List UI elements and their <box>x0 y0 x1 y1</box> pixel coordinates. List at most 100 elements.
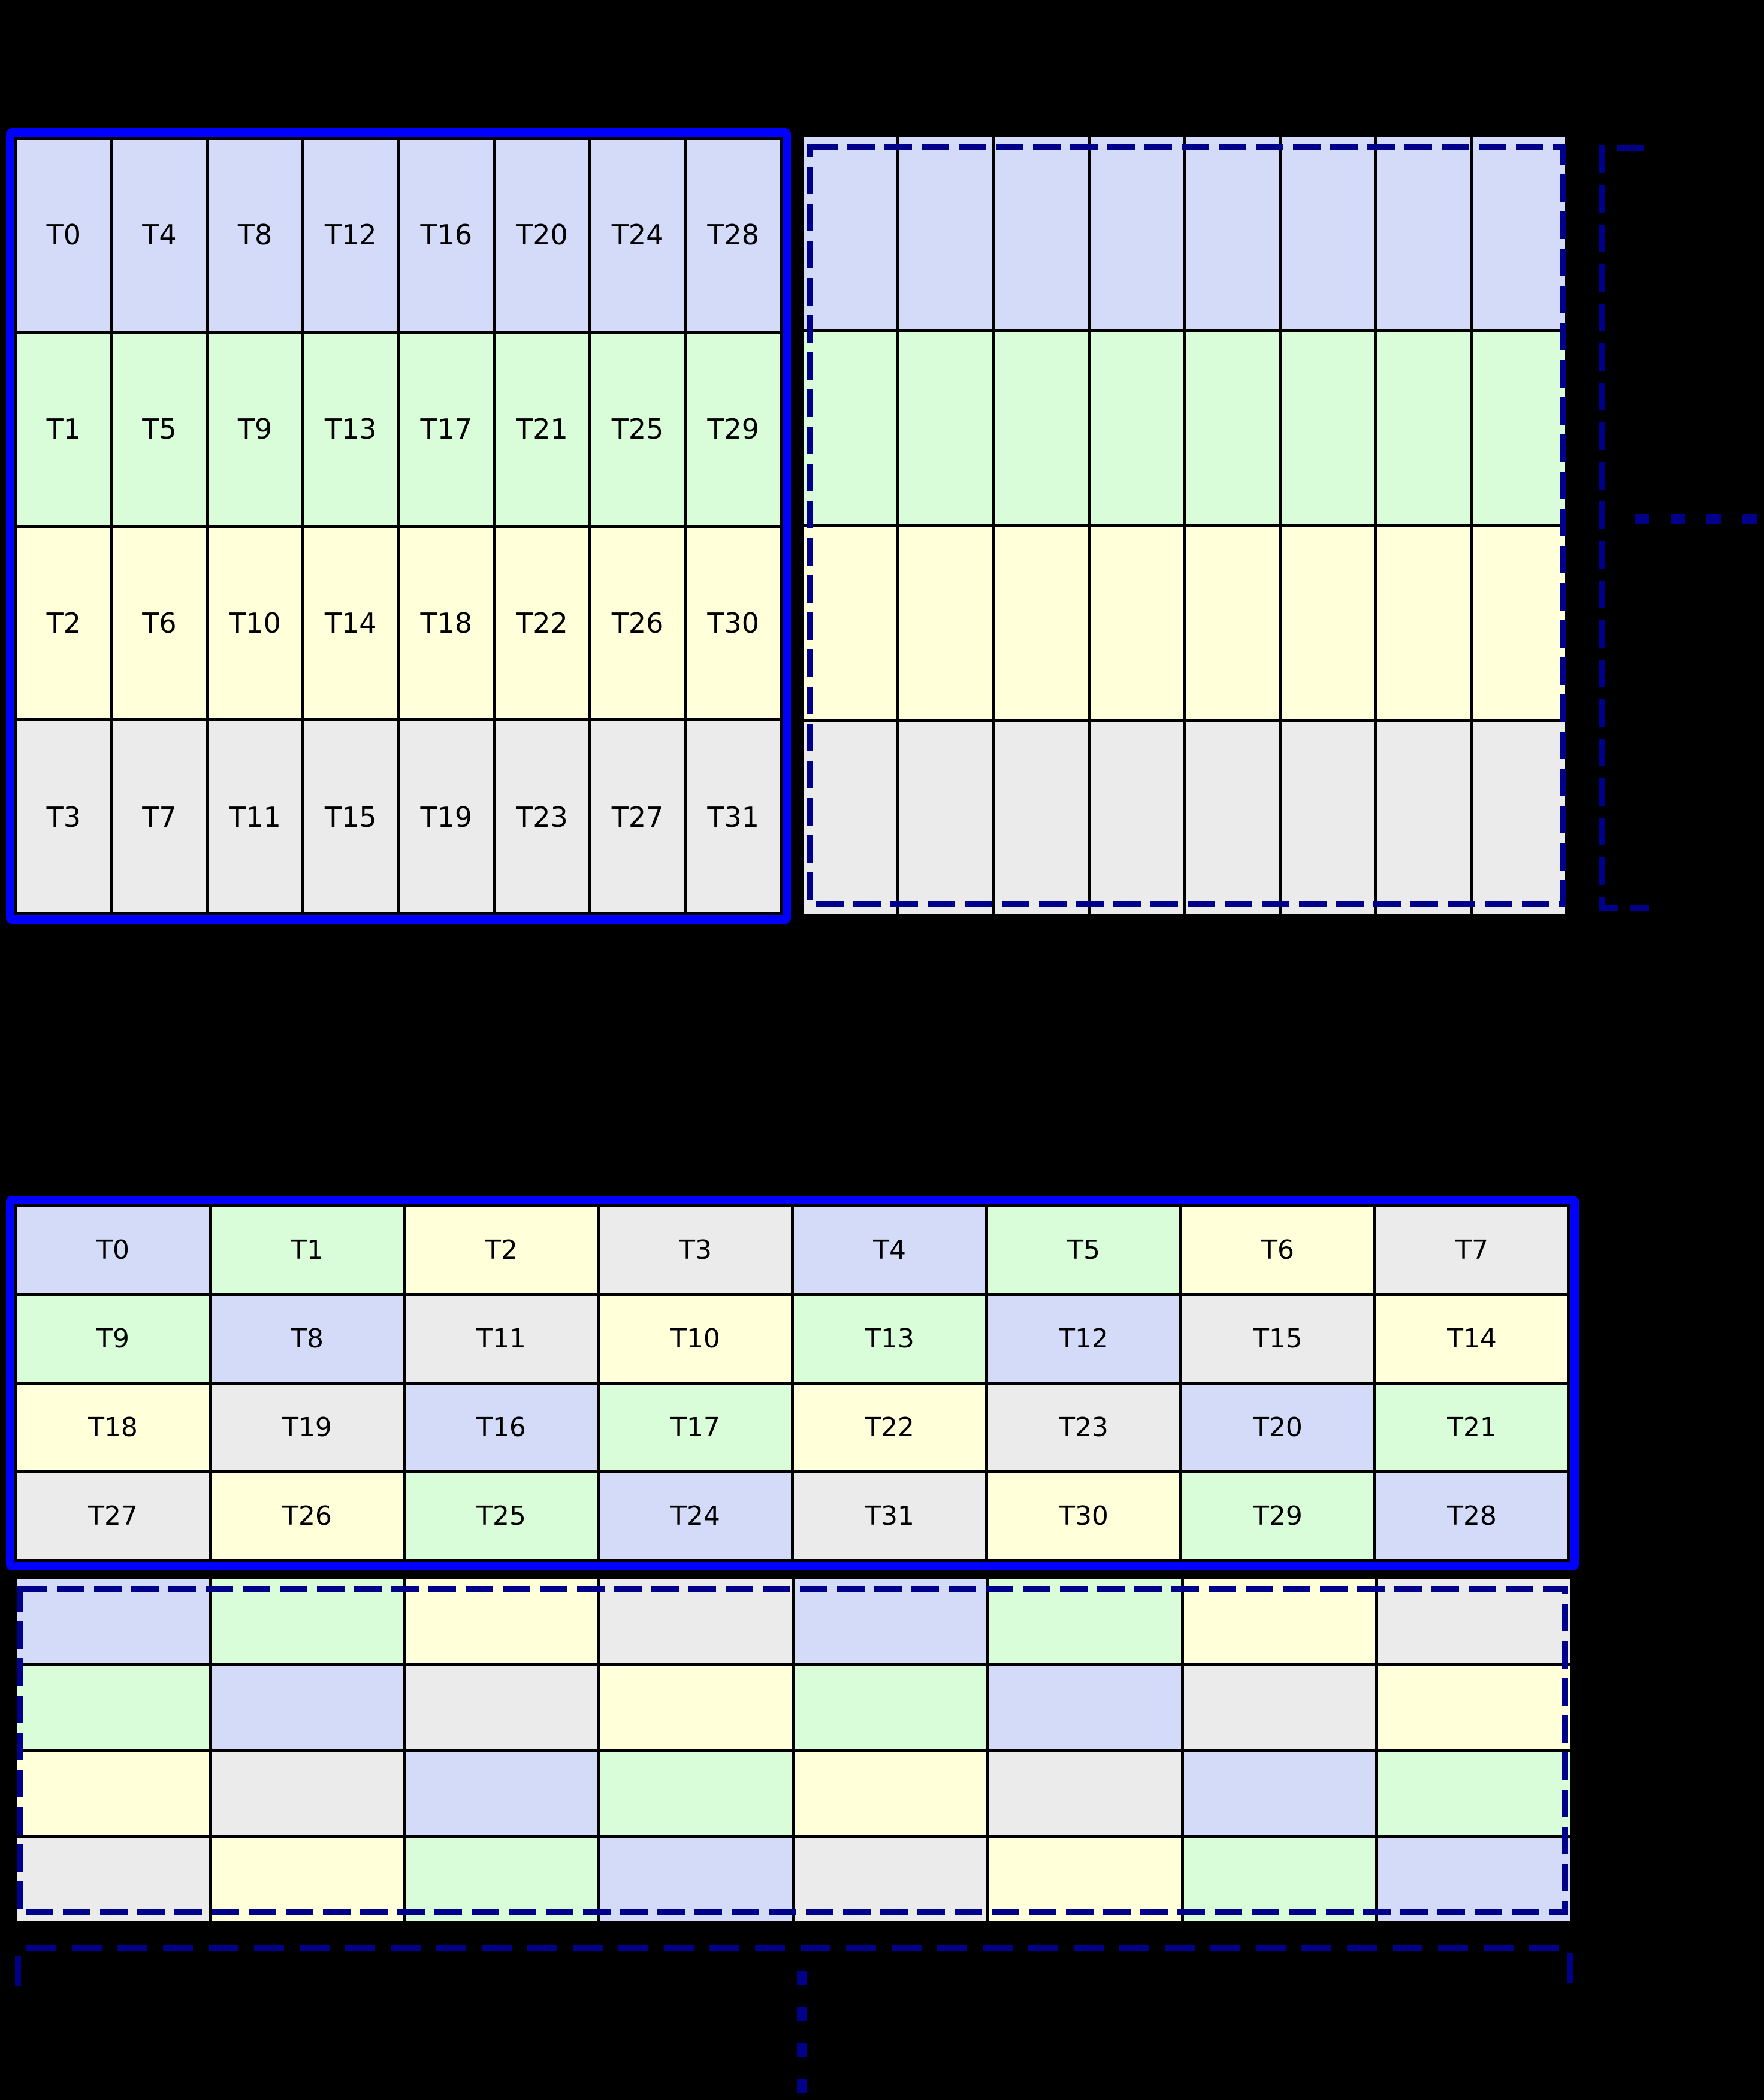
grid-cell <box>1281 527 1375 720</box>
thread-cell: T28 <box>1376 1473 1567 1559</box>
grid-cell <box>211 1579 403 1663</box>
thread-cell: T11 <box>406 1296 597 1382</box>
thread-cell: T20 <box>1182 1385 1373 1470</box>
grid-cell <box>804 331 897 524</box>
thread-cell: T13 <box>794 1296 985 1382</box>
grid-cell <box>795 1665 987 1749</box>
grid-cell <box>804 137 897 329</box>
thread-cell: T1 <box>17 333 110 525</box>
grid-cell <box>1186 137 1279 329</box>
grid-cell <box>1377 331 1470 524</box>
thread-cell: T31 <box>794 1473 985 1559</box>
grid-cell <box>1091 722 1183 914</box>
grid-cell <box>1472 722 1565 914</box>
thread-cell: T7 <box>1376 1207 1567 1293</box>
grid-cell <box>1281 331 1375 524</box>
thread-cell: T21 <box>496 333 588 525</box>
thread-cell: T26 <box>591 527 684 719</box>
grid-cell <box>1378 1579 1570 1663</box>
grid-cell <box>899 527 992 720</box>
thread-cell: T22 <box>496 527 588 719</box>
thread-cell: T18 <box>17 1385 209 1470</box>
grid-cell <box>211 1665 403 1749</box>
thread-cell: T6 <box>113 527 206 719</box>
warp-table-column-major: T0 T4 T8 T12 T16 T20 T24 T28 T1 T5 T9 T13 T17 T21 T25 T… <box>6 128 791 924</box>
thread-cell: T8 <box>209 140 301 331</box>
thread-cell: T18 <box>400 527 493 719</box>
thread-cell: T14 <box>304 527 397 719</box>
thread-cell: T0 <box>17 140 110 331</box>
thread-cell: T5 <box>988 1207 1179 1293</box>
grid-cell <box>1281 722 1375 914</box>
grid-cell <box>1472 137 1565 329</box>
grid-cell <box>1091 137 1183 329</box>
grid-cell <box>995 527 1088 720</box>
thread-cell: T14 <box>1376 1296 1567 1382</box>
grid-cell <box>1183 1751 1376 1835</box>
thread-cell: T9 <box>209 333 301 525</box>
thread-cell: T2 <box>17 527 110 719</box>
grid-cell <box>899 137 992 329</box>
thread-cell: T30 <box>687 527 780 719</box>
grid-cell <box>1378 1751 1570 1835</box>
grid-cell <box>600 1665 792 1749</box>
thread-cell: T25 <box>591 333 684 525</box>
grid-cell <box>989 1838 1181 1921</box>
grid-cell <box>995 722 1088 914</box>
grid-cell <box>795 1751 987 1835</box>
grid-cell <box>600 1579 792 1663</box>
thread-cell: T20 <box>496 140 588 331</box>
grid-cell <box>1183 1665 1376 1749</box>
grid-cell <box>600 1838 792 1921</box>
thread-cell: T16 <box>400 140 493 331</box>
grid-cell <box>406 1665 597 1749</box>
thread-cell: T27 <box>17 1473 209 1559</box>
grid-cell <box>1472 331 1565 524</box>
grid-cell <box>1377 527 1470 720</box>
dashed-continuation-bracket-bottom <box>15 1945 1573 1986</box>
thread-cell: T27 <box>591 721 684 912</box>
thread-cell: T23 <box>988 1385 1179 1470</box>
grid-cell <box>406 1751 597 1835</box>
thread-cell: T9 <box>17 1296 209 1382</box>
thread-cell: T19 <box>400 721 493 912</box>
thread-cell: T25 <box>406 1473 597 1559</box>
thread-cell: T19 <box>212 1385 403 1470</box>
grid-cell <box>989 1579 1181 1663</box>
thread-cell: T4 <box>794 1207 985 1293</box>
grid-cell <box>1281 137 1375 329</box>
grid-cell <box>17 1838 209 1921</box>
grid-cell <box>1186 331 1279 524</box>
thread-cell: T15 <box>304 721 397 912</box>
grid-cell <box>17 1751 209 1835</box>
grid-cell <box>1091 331 1183 524</box>
thread-cell: T8 <box>212 1296 403 1382</box>
grid-cell <box>995 137 1088 329</box>
grid-cell <box>406 1579 597 1663</box>
grid-cell <box>1183 1579 1376 1663</box>
thread-cell: T11 <box>209 721 301 912</box>
grid-cell <box>1472 527 1565 720</box>
thread-cell: T24 <box>600 1473 791 1559</box>
thread-cell: T16 <box>406 1385 597 1470</box>
thread-cell: T30 <box>988 1473 1179 1559</box>
grid-cell <box>995 331 1088 524</box>
grid-cell <box>804 527 897 720</box>
thread-cell: T1 <box>212 1207 403 1293</box>
thread-cell: T3 <box>600 1207 791 1293</box>
grid-cell <box>1378 1838 1570 1921</box>
grid-cell <box>899 331 992 524</box>
grid-cell <box>1091 527 1183 720</box>
warp-table-swizzled: T0 T1 T2 T3 T4 T5 T6 T7 T9 T8 T11 T10 T13 T12 T15 T14 T1… <box>6 1196 1579 1570</box>
grid-cell <box>406 1838 597 1921</box>
grid-cell <box>17 1665 209 1749</box>
thread-cell: T0 <box>17 1207 209 1293</box>
thread-cell: T5 <box>113 333 206 525</box>
grid-cell <box>989 1751 1181 1835</box>
thread-cell: T22 <box>794 1385 985 1470</box>
thread-cell: T13 <box>304 333 397 525</box>
thread-cell: T29 <box>687 333 780 525</box>
grid-cell <box>1377 722 1470 914</box>
thread-cell: T17 <box>400 333 493 525</box>
